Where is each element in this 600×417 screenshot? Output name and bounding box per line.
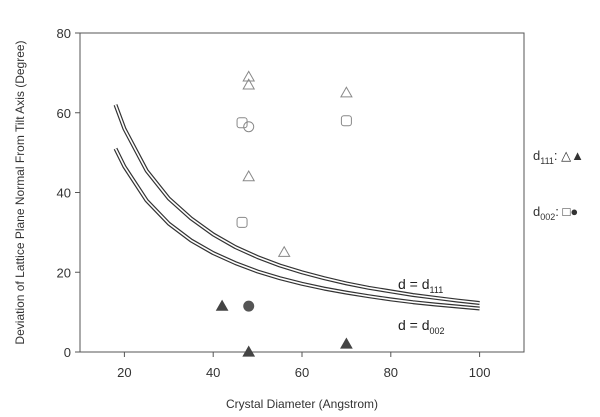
- data-point-triangle-open: [242, 70, 256, 82]
- legend-entry-d111: d111: △▲: [533, 148, 584, 166]
- fit-curve-111: [113, 104, 480, 305]
- legend-d002-markers: : □●: [555, 204, 578, 219]
- curve-label-d111-sub: 111: [430, 285, 444, 295]
- curve-label-d002: d = d002: [398, 317, 445, 336]
- legend-d002-main: d: [533, 204, 540, 219]
- legend-d002-sub: 002: [540, 212, 555, 222]
- y-tick-label: 20: [57, 265, 71, 280]
- fit-curve-111-core: [114, 104, 480, 304]
- legend-d111-markers: : △▲: [554, 148, 584, 163]
- x-tick-label: 80: [384, 365, 398, 380]
- data-point-triangle-filled: [215, 299, 229, 311]
- curve-label-d002-sub: 002: [430, 326, 445, 336]
- curve-label-d002-main: d = d: [398, 317, 430, 333]
- data-point-square-open: [236, 117, 248, 129]
- y-tick-label: 0: [64, 345, 71, 360]
- x-tick-label: 60: [295, 365, 309, 380]
- data-point-triangle-open: [242, 169, 256, 182]
- curve-label-d111-main: d = d: [398, 276, 430, 292]
- y-axis-label: Deviation of Lattice Plane Normal From T…: [13, 40, 27, 344]
- x-axis-ticks: 20 40 60 80 100: [117, 352, 490, 380]
- y-tick-label: 80: [57, 26, 71, 41]
- y-axis-ticks: 0 20 40 60 80: [57, 26, 80, 360]
- data-points: [215, 70, 353, 357]
- x-tick-label: 40: [206, 365, 220, 380]
- legend-d111-sub: 111: [540, 156, 554, 166]
- data-point-square-open: [340, 115, 352, 127]
- x-tick-label: 20: [117, 365, 131, 380]
- data-point-circle-open: [243, 121, 255, 133]
- plot-frame: [79, 32, 525, 353]
- data-point-triangle-filled: [242, 345, 256, 357]
- x-tick-label: 100: [469, 365, 491, 380]
- data-point-triangle-open: [340, 86, 353, 98]
- curve-label-d111: d = d111: [398, 276, 443, 295]
- legend-entry-d002: d002: □●: [533, 204, 578, 222]
- x-axis-label: Crystal Diameter (Angstrom): [226, 397, 378, 411]
- data-point-square-open: [236, 216, 248, 228]
- data-point-triangle-open: [277, 245, 291, 257]
- data-point-circle-filled: [243, 300, 255, 312]
- data-point-triangle-filled: [340, 337, 353, 349]
- fit-curves: [113, 104, 480, 311]
- data-point-triangle-open: [242, 78, 256, 90]
- y-tick-label: 40: [57, 186, 71, 201]
- y-tick-label: 60: [57, 106, 71, 121]
- legend-d111-main: d: [533, 148, 540, 163]
- fit-curve-002-core: [114, 148, 480, 310]
